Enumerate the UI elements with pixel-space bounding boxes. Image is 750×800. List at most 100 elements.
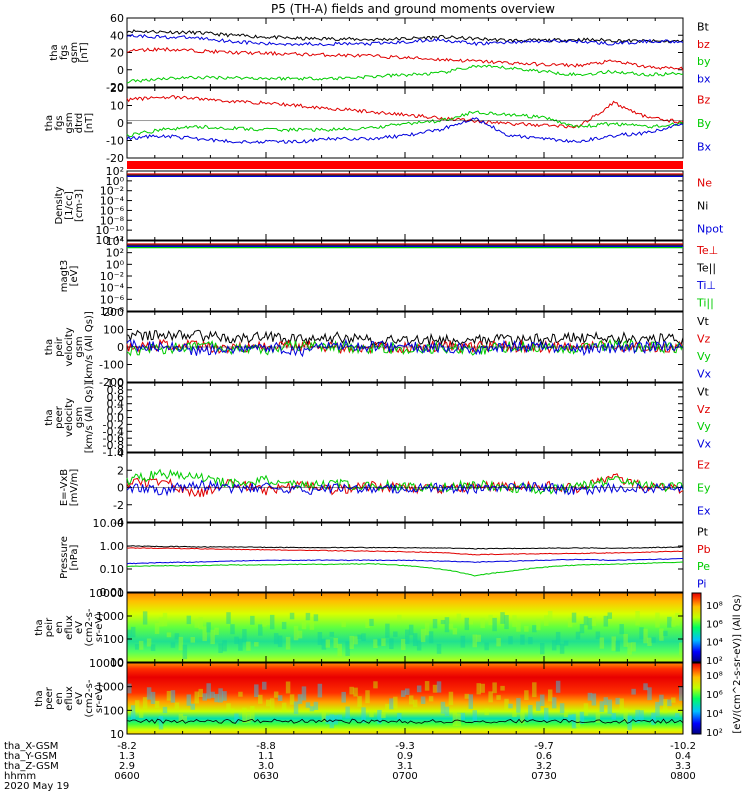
panel-peer-eflux: 10000 1000 100 10 tha peer en eflux eV (cm2-s-sr-…: [34, 657, 684, 741]
panel-e-field: 4 2 0 -2 -4 E=-VxB [mV/m] Ez Ey Ex: [59, 447, 711, 529]
heatmap-cell: [591, 616, 597, 626]
series-line-bx: [126, 33, 684, 47]
y-tick-label: 10⁰: [106, 258, 125, 271]
panel-frame: [126, 170, 684, 241]
heatmap-cell: [182, 716, 188, 721]
heatmap-cell: [647, 687, 652, 701]
legend-Bx: Bx: [697, 140, 712, 153]
colorbar-tick-label: 10⁶: [706, 690, 723, 701]
heatmap-cell: [599, 701, 605, 712]
heatmap-cell: [484, 708, 489, 716]
y-axis-label: [mV/m]: [69, 469, 80, 507]
heatmap-cell: [293, 701, 299, 714]
heatmap-cell: [619, 624, 624, 635]
series-line-Pt: [126, 545, 683, 550]
heatmap-cell: [448, 691, 454, 706]
legend-Bt: Bt: [697, 21, 710, 34]
heatmap-cell: [480, 617, 485, 628]
legend-Te||: Te||: [696, 261, 716, 274]
heatmap-cell: [663, 699, 668, 714]
y-tick-label: 10⁻²: [100, 185, 124, 198]
heatmap-cell: [337, 714, 342, 720]
heatmap-cell: [480, 683, 485, 693]
y-axis-label: gsm: [74, 336, 85, 357]
y-axis-label: [km/s (All Qs)]: [84, 311, 95, 383]
heatmap-cell: [162, 612, 168, 627]
heatmap-cell: [408, 624, 414, 636]
heatmap-cell: [202, 626, 207, 642]
heatmap-cell: [647, 637, 652, 646]
ephemeris-value: 3.0: [258, 761, 274, 772]
y-axis-label: tha: [34, 619, 45, 635]
heatmap-cell: [583, 703, 589, 716]
heatmap-cell: [206, 683, 211, 699]
legend-Ti⊥: Ti⊥: [696, 279, 716, 292]
y-tick-label: -4: [113, 516, 124, 529]
panel-frame: [126, 240, 684, 312]
heatmap-cell: [444, 617, 450, 633]
heatmap-cell: [599, 637, 605, 649]
heatmap-cell: [492, 682, 497, 694]
y-axis-label: peer: [44, 686, 55, 710]
y-tick-label: 10⁻⁶: [100, 293, 125, 306]
heatmap-cell: [551, 640, 557, 651]
legend-Pi: Pi: [697, 577, 706, 590]
heatmap-cell: [667, 616, 672, 628]
y-axis-label: [1/cc]: [64, 191, 75, 220]
heatmap-cell: [266, 620, 271, 626]
heatmap-cell: [436, 681, 442, 693]
y-tick-label: -100: [99, 359, 124, 372]
panel-peer-velocity: 1.00.80.60.40.20.0-0.2-0.4-0.6-0.8-1.0 th…: [44, 377, 712, 459]
y-tick-label: -0.4: [103, 425, 124, 438]
heatmap-cell: [679, 642, 684, 656]
heatmap-cell: [488, 691, 493, 703]
heatmap-cell: [587, 692, 593, 701]
heatmap-cell: [536, 618, 541, 631]
heatmap-cell: [222, 691, 227, 701]
y-tick-label: 10⁰: [106, 175, 125, 188]
y-tick-label: 100: [103, 633, 124, 646]
heatmap-cell: [544, 707, 549, 722]
y-axis-label: peer: [54, 405, 65, 429]
legend-Ex: Ex: [697, 505, 711, 518]
heatmap-cell: [341, 621, 346, 628]
heatmap-cell: [468, 694, 474, 709]
heatmap-cell: [492, 617, 497, 632]
heatmap-cell: [635, 709, 640, 724]
heatmap-cell: [254, 684, 259, 698]
heatmap-cell: [432, 618, 438, 629]
heatmap-cell: [353, 687, 358, 697]
legend-Vz: Vz: [697, 403, 711, 416]
heatmap-cell: [269, 614, 275, 630]
legend-Vy: Vy: [697, 350, 711, 363]
y-tick-label: 10⁻⁴: [100, 282, 125, 295]
legend-Ni: Ni: [697, 200, 708, 213]
heatmap-cell: [134, 700, 140, 712]
heatmap-cell: [675, 612, 680, 626]
ephemeris-value: 2.9: [119, 761, 135, 772]
heatmap-cell: [289, 612, 295, 620]
legend-Vt: Vt: [697, 315, 710, 328]
heatmap-cell: [516, 698, 521, 713]
heatmap-cell: [182, 644, 188, 660]
heatmap-cell: [623, 708, 628, 722]
series-line-by: [126, 64, 684, 84]
heatmap-cell: [146, 638, 152, 647]
y-tick-label: 1.0: [107, 377, 125, 390]
heatmap-cell: [194, 618, 199, 628]
heatmap-cell: [127, 629, 132, 641]
y-axis-label: en: [54, 621, 65, 634]
heatmap-cell: [285, 636, 291, 650]
heatmap-cell: [508, 636, 513, 645]
heatmap-cell: [258, 624, 263, 636]
y-tick-label: 10⁻⁸: [100, 214, 125, 227]
y-tick-label: 10⁻⁶: [100, 204, 125, 217]
y-tick-label: 10: [110, 656, 124, 669]
heatmap-cell: [532, 682, 537, 698]
ephemeris-row-label: tha_Z-GSM: [4, 761, 59, 772]
series-line-Pe: [126, 561, 684, 577]
y-axis-label: eV: [74, 621, 85, 634]
y-axis-label: [km/s (All Qs)]: [84, 382, 95, 454]
